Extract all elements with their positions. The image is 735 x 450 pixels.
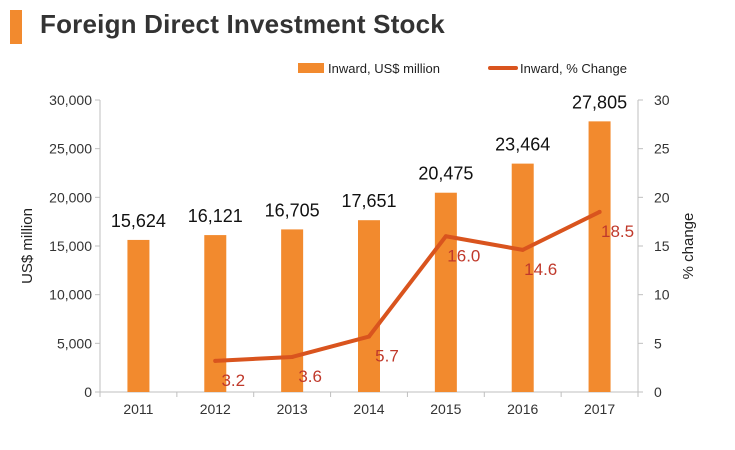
- line-point-2017: [597, 209, 602, 214]
- left-tick-label: 25,000: [49, 141, 92, 157]
- left-tick-label: 0: [84, 384, 92, 400]
- title-accent-bar: [10, 10, 22, 44]
- x-tick-label: 2017: [584, 401, 615, 417]
- x-tick-label: 2013: [277, 401, 308, 417]
- legend-label-bar: Inward, US$ million: [328, 61, 440, 76]
- x-tick-label: 2012: [200, 401, 231, 417]
- line-point-2012: [213, 358, 218, 363]
- left-tick-label: 10,000: [49, 287, 92, 303]
- line-label-2012: 3.2: [221, 371, 245, 390]
- bar-2017: [588, 121, 611, 392]
- x-tick-label: 2011: [123, 401, 153, 417]
- line-point-2014: [367, 334, 371, 339]
- legend-swatch-bar: [298, 63, 324, 73]
- right-tick-label: 25: [654, 141, 670, 157]
- bar-label-2017: 27,805: [572, 92, 627, 112]
- x-tick-label: 2014: [353, 401, 384, 417]
- x-tick-label: 2015: [430, 401, 461, 417]
- y-axis-title: US$ million: [19, 208, 36, 284]
- y-axis-right-title: % change: [680, 213, 697, 280]
- bar-label-2015: 20,475: [418, 164, 473, 184]
- left-tick-label: 15,000: [49, 238, 92, 254]
- right-tick-label: 30: [654, 92, 670, 108]
- line-label-2014: 5.7: [375, 347, 399, 366]
- bar-2014: [358, 220, 380, 392]
- bar-label-2011: 15,624: [111, 211, 166, 231]
- line-point-2016: [520, 247, 525, 252]
- bar-label-2013: 16,705: [265, 200, 320, 220]
- chart-title: Foreign Direct Investment Stock: [40, 9, 445, 39]
- bar-label-2016: 23,464: [495, 135, 550, 155]
- bar-2015: [434, 192, 457, 392]
- bar-label-2012: 16,121: [188, 206, 243, 226]
- right-tick-label: 10: [654, 287, 670, 303]
- x-tick-label: 2016: [507, 401, 538, 417]
- left-tick-label: 20,000: [49, 189, 92, 205]
- line-label-2013: 3.6: [298, 367, 322, 386]
- line-label-2017: 18.5: [601, 222, 634, 241]
- right-tick-label: 20: [654, 189, 670, 205]
- line-label-2016: 14.6: [524, 260, 557, 279]
- left-tick-label: 30,000: [49, 92, 92, 108]
- line-point-2013: [290, 354, 295, 359]
- bar-2011: [127, 239, 150, 392]
- right-tick-label: 15: [654, 238, 670, 254]
- legend-label-line: Inward, % Change: [520, 61, 627, 76]
- right-tick-label: 5: [654, 335, 662, 351]
- line-point-2015: [443, 234, 448, 239]
- line-label-2015: 16.0: [447, 246, 480, 265]
- bar-2013: [281, 229, 304, 392]
- bar-label-2014: 17,651: [341, 191, 396, 211]
- left-tick-label: 5,000: [57, 335, 92, 351]
- bar-2012: [204, 235, 227, 392]
- bar-2016: [511, 163, 534, 392]
- line-series-pct-change: [213, 209, 602, 363]
- right-tick-label: 0: [654, 384, 662, 400]
